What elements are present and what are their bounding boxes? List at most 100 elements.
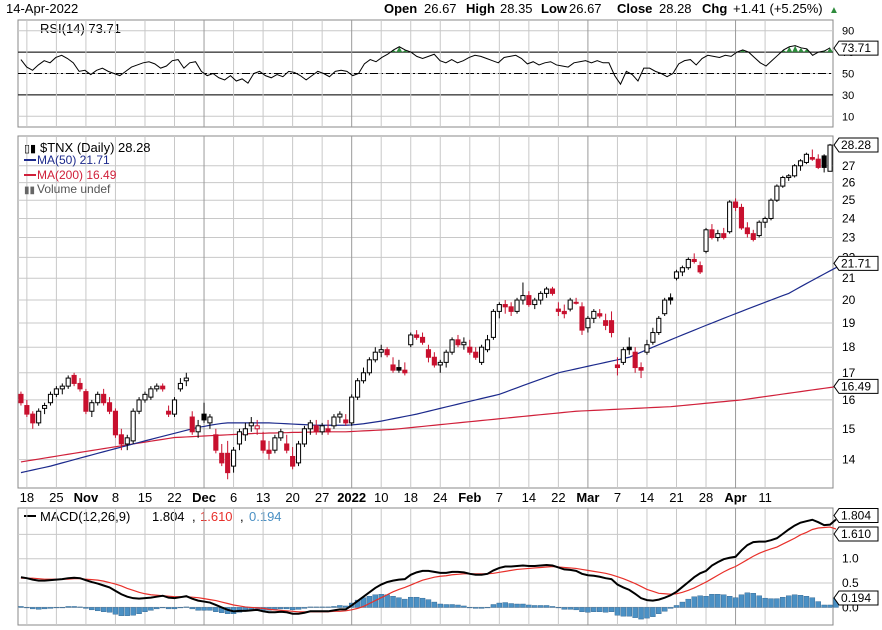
macd-hist-bar [744,592,751,608]
candle-body [620,349,626,363]
candle [207,414,213,429]
candle-body [679,267,685,273]
candle [603,313,609,331]
macd-hist-bar [77,606,83,608]
candle [408,332,414,348]
candle-body [47,393,54,404]
candle [685,257,691,270]
candle-body [112,410,119,436]
rsi-overbought-fill [390,45,833,53]
macd-comma-2: , [240,509,244,524]
ma200-line [20,385,842,463]
candle [30,411,36,429]
candle [727,200,733,234]
candle [425,344,432,363]
macd-hist-bar [159,607,166,609]
candle-body [555,308,561,312]
candle [709,224,715,240]
macd-hist-bar [18,606,24,608]
macd-hist-bar [41,607,48,610]
candle [502,300,508,314]
macd-hist-bar [679,601,686,608]
candle [260,431,266,454]
ticker-icon: ▯▮ [24,143,36,155]
candle [496,302,502,319]
macd-hist-bar [390,596,396,608]
macd-hist-bar [366,596,373,608]
candle-body [414,334,420,338]
price-tick-label: 26 [842,176,856,190]
candle-body [59,385,65,390]
macd-hist-bar [750,593,756,608]
macd-label: MACD(12,26,9) [40,509,130,524]
rsi-label: RSI(14) 73.71 [40,21,121,36]
macd-hist-bar [614,607,621,616]
candle-body [225,452,231,474]
macd-hist-bar [413,596,420,608]
candle [479,344,485,365]
candle-body [53,388,59,395]
legend-ticker: $TNX (Daily) 28.28 [40,140,151,155]
candle-body [496,304,502,312]
x-tick-label: 18 [20,490,34,505]
candle-body [42,405,48,409]
candle-body [715,233,721,239]
candle [656,316,662,335]
macd-hist-bar [726,596,733,608]
x-tick-label: Nov [74,490,99,505]
macd-hist-bar [526,604,532,608]
candle-body [142,393,148,401]
candle [213,428,219,454]
x-tick-label: 15 [138,490,152,505]
macd-hist-bar [478,607,485,609]
x-tick-label: 21 [669,490,683,505]
macd-hist-bar [632,607,638,618]
legend-ma200: MA(200) 16.49 [37,168,117,182]
candle [360,367,367,384]
macd-hist-bar [47,607,54,609]
candle-body [177,382,183,390]
candle-body [821,155,827,168]
candle [136,397,142,415]
candle [532,297,538,310]
macd-hist-bar [106,607,113,613]
candle-body [337,413,343,418]
candle-body [77,382,83,390]
candle [160,383,166,392]
macd-hist-bar [780,596,786,608]
candle-body [827,144,833,172]
candle [538,291,544,305]
header-chg-label: Chg [702,1,727,16]
candle [390,357,396,373]
candle [449,337,455,355]
candle [668,293,674,305]
candle-body [402,369,408,374]
candle [230,447,237,473]
macd-hist-bar [319,606,325,608]
candle [703,227,709,254]
candle [71,372,77,387]
macd-hist-bar [543,605,550,608]
macd-hist-bar [384,594,390,608]
x-tick-label: 6 [230,490,237,505]
candle-body [467,346,473,353]
candle-body [809,157,815,160]
macd-hist-bar [83,607,89,609]
macd-hist-bar [278,607,284,610]
candle-body [520,295,526,301]
price-last-tag: 28.28 [841,138,871,152]
candle-body [721,233,727,239]
candle [455,334,461,348]
header-high-label: High [466,1,495,16]
candle [608,311,615,338]
candle [372,347,378,363]
macd-hist-bar [408,596,414,608]
macd-hist-bar [472,607,479,609]
rsi-line [20,45,831,86]
candle-body [195,425,201,433]
candle [644,339,650,355]
macd-hist-bar [331,606,337,608]
candle-body [343,419,349,424]
candle-body [591,310,597,319]
candle [106,397,113,415]
